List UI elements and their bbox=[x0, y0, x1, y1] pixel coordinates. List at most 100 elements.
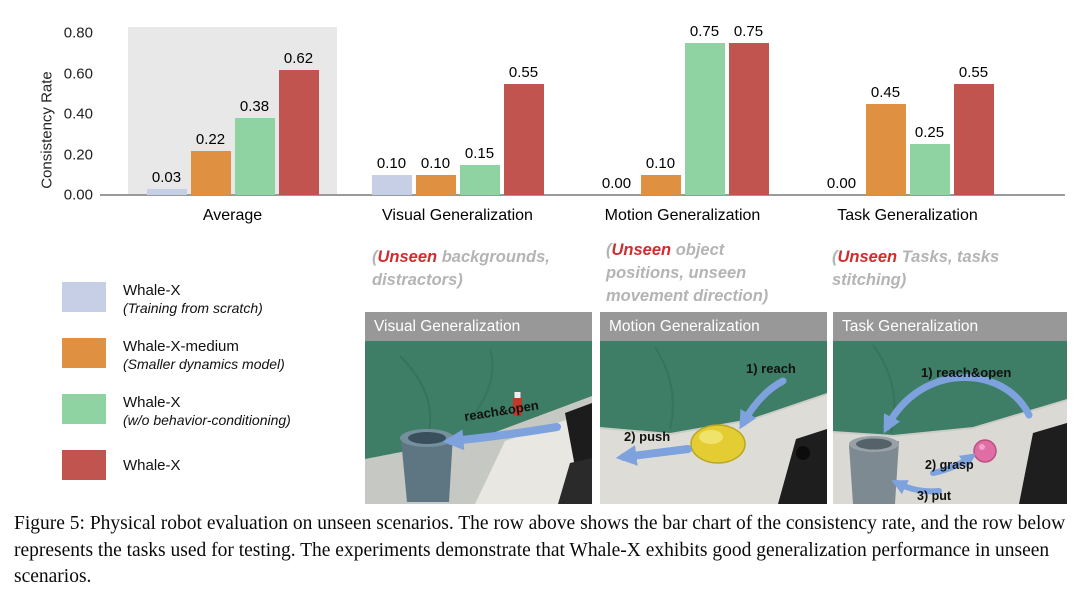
category-label: Task Generalization bbox=[837, 207, 978, 224]
legend-sublabel: (Training from scratch) bbox=[123, 300, 263, 316]
bar-series-1 bbox=[640, 174, 681, 195]
bar-column: 0.38 bbox=[234, 98, 275, 195]
photo-panel-motion-generalization: Motion Generalization bbox=[600, 312, 827, 504]
camera-tripod bbox=[558, 403, 592, 504]
note-highlight: Unseen bbox=[837, 248, 898, 266]
photo-annotation: 2) push bbox=[624, 429, 670, 444]
bar-column: 0.10 bbox=[371, 154, 412, 195]
legend-sublabel: (w/o behavior-conditioning) bbox=[123, 412, 291, 428]
y-tick-label: 0.60 bbox=[63, 65, 93, 82]
bar-series-3 bbox=[953, 83, 994, 195]
legend-label: Whale-X bbox=[123, 456, 181, 474]
bar-series-3 bbox=[278, 69, 319, 195]
legend-entry: Whale-X-medium (Smaller dynamics model) bbox=[62, 338, 362, 372]
bar-cluster: 0.00 0.10 0.75 0.75 bbox=[570, 23, 795, 195]
red-bottle bbox=[513, 392, 522, 416]
cloth-fold bbox=[654, 346, 674, 430]
bar-series-2 bbox=[909, 144, 950, 195]
photo-visual-generalization: reach&open bbox=[365, 341, 592, 504]
note-highlight: Unseen bbox=[377, 248, 438, 266]
chart-group: 0.10 0.10 0.15 0.55 Visual Generalization bbox=[345, 33, 570, 224]
note-open: ( bbox=[606, 241, 612, 259]
bar-column: 0.45 bbox=[865, 84, 906, 195]
chart-group: 0.03 0.22 0.38 0.62 Average bbox=[120, 27, 345, 224]
bar-column: 0.10 bbox=[415, 155, 456, 195]
legend-label: Whale-X bbox=[123, 282, 181, 299]
bar-value-label: 0.38 bbox=[239, 98, 270, 115]
bar-series-2 bbox=[234, 118, 275, 195]
arrow-reach-open bbox=[883, 373, 1033, 434]
cloth-fold bbox=[468, 348, 494, 422]
bar-value-label: 0.62 bbox=[283, 49, 314, 67]
arrow-put bbox=[891, 480, 942, 495]
trash-bin bbox=[400, 429, 454, 502]
bar-value-label: 0.75 bbox=[733, 23, 764, 41]
photo-title: Visual Generalization bbox=[365, 312, 592, 341]
y-tick-label: 0.40 bbox=[63, 105, 93, 123]
bar-series-0 bbox=[146, 188, 187, 195]
note-rest: object positions, unseen movement direct… bbox=[606, 241, 769, 305]
bar-column: 0.25 bbox=[909, 124, 950, 195]
arrow-reach bbox=[739, 377, 787, 430]
bar-column: 0.22 bbox=[190, 130, 231, 195]
camera-tripod bbox=[1019, 423, 1067, 504]
legend-label: Whale-X bbox=[123, 394, 181, 411]
bar-value-label: 0.10 bbox=[376, 154, 407, 172]
bar-cluster: 0.10 0.10 0.15 0.55 bbox=[345, 33, 570, 195]
consistency-bar-chart: Consistency Rate 0.80 0.60 0.40 0.20 0.00 0.… bbox=[0, 18, 1080, 263]
note-rest: Tasks, tasks stitching) bbox=[832, 248, 1000, 289]
arrow-grasp bbox=[930, 453, 977, 476]
bar-series-2 bbox=[459, 164, 500, 195]
bar-series-0 bbox=[371, 174, 412, 195]
white-cloth bbox=[475, 411, 592, 504]
yellow-object bbox=[690, 424, 746, 464]
photo-annotation: 2) grasp bbox=[925, 458, 974, 472]
bar-column: 0.03 bbox=[146, 169, 187, 195]
legend-swatch bbox=[62, 282, 106, 312]
bar-value-label: 0.00 bbox=[601, 175, 632, 192]
x-axis-line bbox=[100, 194, 1065, 196]
arrow-reach-open bbox=[442, 423, 561, 451]
photo-scene-task: 1) reach&open 2) grasp 3) put bbox=[833, 341, 1067, 504]
legend-sublabel: (Smaller dynamics model) bbox=[123, 356, 285, 372]
photo-panel-visual-generalization: Visual Generalization bbox=[365, 312, 592, 504]
bar-value-label: 0.75 bbox=[689, 23, 720, 41]
bar-value-label: 0.15 bbox=[464, 144, 495, 162]
note-motion-generalization: (Unseen object positions, unseen movemen… bbox=[606, 239, 786, 308]
legend-swatch bbox=[62, 338, 106, 368]
bar-column: 0.62 bbox=[278, 49, 319, 195]
trash-bin bbox=[849, 436, 899, 504]
bar-value-label: 0.55 bbox=[508, 63, 539, 81]
bar-column: 0.55 bbox=[503, 63, 544, 195]
legend-label: Whale-X-medium bbox=[123, 338, 239, 355]
photo-task-generalization: 1) reach&open 2) grasp 3) put bbox=[833, 341, 1067, 504]
photo-scene-motion: 1) reach 2) push bbox=[600, 341, 827, 504]
note-task-generalization: (Unseen Tasks, tasks stitching) bbox=[832, 246, 1044, 292]
y-tick-label: 0.20 bbox=[63, 146, 93, 163]
figure-caption: Figure 5: Physical robot evaluation on u… bbox=[14, 513, 1066, 587]
bar-column: 0.00 bbox=[597, 175, 637, 195]
bar-value-label: 0.55 bbox=[958, 63, 989, 81]
y-axis-ticks: 0.80 0.60 0.40 0.20 0.00 bbox=[52, 25, 97, 204]
photo-scene-visual: reach&open bbox=[365, 341, 592, 504]
bar-value-label: 0.22 bbox=[195, 130, 226, 148]
photo-motion-generalization: 1) reach 2) push bbox=[600, 341, 827, 504]
photo-panel-task-generalization: Task Generalization bbox=[833, 312, 1067, 504]
bar-series-1 bbox=[190, 150, 231, 195]
bar-column: 0.75 bbox=[684, 23, 725, 195]
legend-entry: Whale-X bbox=[62, 450, 362, 480]
photo-annotation: 1) reach bbox=[746, 361, 796, 376]
bar-cluster: 0.03 0.22 0.38 0.62 bbox=[120, 27, 345, 195]
legend-text: Whale-X (Training from scratch) bbox=[123, 282, 263, 316]
pink-ball bbox=[973, 439, 997, 463]
bar-series-2 bbox=[684, 43, 725, 195]
arrow-push bbox=[615, 445, 692, 466]
chart-group: 0.00 0.10 0.75 0.75 Motion Generalization bbox=[570, 23, 795, 224]
plot-area: 0.03 0.22 0.38 0.62 Average 0.10 0.10 0.15 0.55 V… bbox=[120, 23, 1020, 224]
bar-column: 0.10 bbox=[640, 155, 681, 195]
bar-series-1 bbox=[415, 174, 456, 195]
green-cloth bbox=[833, 341, 1067, 435]
legend-entry: Whale-X (Training from scratch) bbox=[62, 282, 362, 316]
bar-column: 0.00 bbox=[822, 175, 862, 195]
